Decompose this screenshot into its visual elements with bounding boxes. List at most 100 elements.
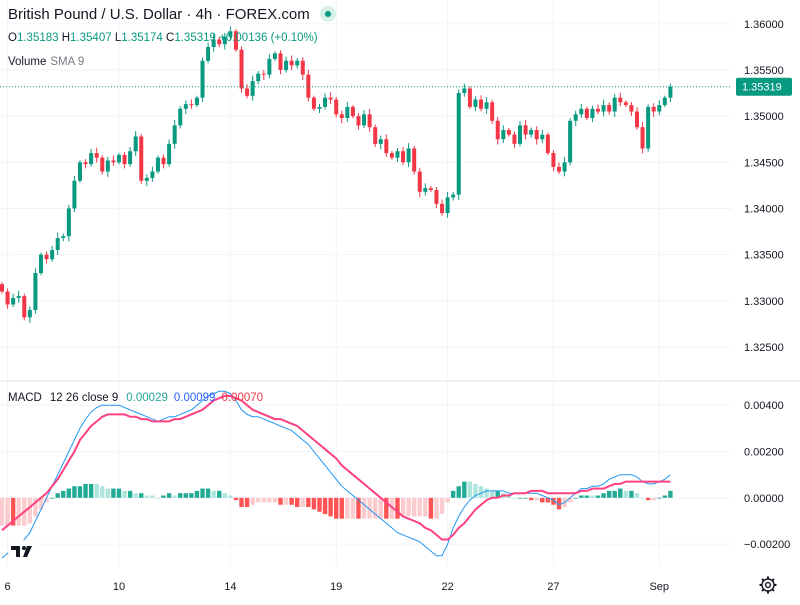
close-value: 1.35319: [174, 32, 216, 44]
volume-legend[interactable]: Volume SMA 9: [8, 56, 84, 68]
price-tick-label: 1.36000: [744, 19, 784, 31]
macd-histogram-bar: [467, 481, 473, 498]
candle: [128, 146, 133, 167]
candle-body: [395, 151, 400, 158]
macd-histogram-bar: [445, 497, 450, 503]
macd-tick-label: 0.00000: [744, 493, 784, 505]
macd-histogram-bar: [88, 483, 94, 498]
macd-histogram-bar: [144, 495, 150, 498]
grid-lines: [0, 0, 800, 565]
macd-histogram-bar: [629, 490, 634, 498]
close-label: C: [166, 32, 175, 44]
macd-histogram-bar: [94, 483, 99, 498]
candle: [484, 96, 489, 114]
macd-histogram-bar: [618, 488, 623, 498]
macd-tick-label: −0.00200: [744, 539, 790, 551]
symbol-title[interactable]: British Pound / U.S. Dollar · 4h · FOREX…: [8, 6, 310, 23]
candle: [311, 95, 316, 111]
candle: [423, 183, 428, 196]
candle-body: [44, 254, 49, 260]
macd-histogram-bar: [217, 490, 222, 498]
macd-histogram-bar: [662, 495, 668, 498]
candle: [245, 84, 250, 99]
candle: [445, 192, 450, 218]
candle: [144, 174, 149, 187]
macd-histogram-bar: [434, 497, 439, 519]
candle: [256, 71, 261, 85]
candle-body: [657, 105, 662, 112]
candle: [506, 127, 511, 137]
macd-histogram-bar: [400, 497, 406, 517]
macd-histogram-bar: [283, 497, 289, 505]
candle-body: [579, 108, 584, 115]
candle-body: [506, 130, 511, 135]
volume-label[interactable]: Volume: [8, 56, 47, 68]
candle-body: [495, 120, 500, 140]
candle: [568, 118, 573, 166]
candle: [356, 113, 361, 130]
candle-body: [178, 108, 183, 126]
macd-histogram-bar: [623, 490, 629, 498]
candle-body: [479, 99, 484, 109]
macd-params: 12 26 close 9: [49, 392, 119, 404]
candle-body: [401, 151, 406, 163]
macd-histogram-bar: [478, 486, 484, 498]
macd-histogram-bar: [317, 497, 322, 512]
candle-body: [328, 97, 333, 100]
macd-histogram-bar: [584, 495, 590, 498]
tradingview-logo-icon[interactable]: [8, 540, 38, 562]
macd-histogram-bar: [489, 490, 495, 498]
gear-icon[interactable]: [758, 575, 778, 595]
candle-body: [595, 108, 600, 112]
candle-body: [568, 120, 573, 163]
candle-body: [267, 58, 272, 75]
candle: [590, 105, 595, 123]
candle-body: [133, 136, 138, 152]
macd-histogram-bar: [200, 488, 205, 498]
candle-body: [295, 60, 300, 66]
candle: [16, 290, 21, 303]
candle: [434, 186, 439, 209]
candle: [150, 166, 155, 182]
candle-body: [573, 114, 578, 121]
candle: [350, 104, 355, 119]
macd-histogram-bar: [133, 493, 138, 498]
candle-body: [261, 73, 266, 75]
macd-histogram-bar: [211, 490, 216, 498]
candle: [467, 86, 472, 109]
candle-body: [451, 194, 456, 198]
macd-histogram-bar: [540, 497, 545, 503]
candle-body: [55, 238, 60, 250]
macd-legend[interactable]: MACD 12 26 close 9 0.00029 0.00099 0.00070: [8, 392, 263, 404]
candle-body: [27, 310, 32, 318]
macd-histogram-bar: [462, 481, 467, 498]
symbol-title-row[interactable]: British Pound / U.S. Dollar · 4h · FOREX…: [8, 6, 336, 23]
candle: [551, 149, 556, 172]
macd-histogram-bar: [161, 495, 166, 498]
high-label: H: [61, 32, 71, 44]
candle-body: [323, 97, 328, 107]
open-label: O: [8, 32, 17, 44]
candle: [284, 56, 289, 73]
macd-tick-label: 0.00200: [744, 446, 784, 458]
macd-histogram-bar: [339, 497, 344, 519]
candle: [462, 83, 467, 97]
macd-histogram-bar: [66, 488, 72, 498]
candle-body: [350, 106, 355, 117]
macd-label[interactable]: MACD: [8, 392, 42, 404]
candle: [183, 100, 188, 115]
candle-body: [440, 203, 445, 214]
time-tick-label: 22: [441, 581, 453, 593]
macd-histogram-bar: [311, 497, 317, 510]
candle-body: [434, 190, 439, 204]
macd-histogram-bar: [278, 497, 283, 505]
change-value: +0.00136 (+0.10%): [219, 32, 318, 44]
candle: [367, 108, 372, 133]
candle-body: [278, 53, 283, 70]
candle-body: [116, 154, 121, 163]
macd-histogram-bar: [450, 490, 456, 498]
candle-body: [317, 106, 322, 109]
macd-line-value: 0.00099: [173, 392, 216, 404]
